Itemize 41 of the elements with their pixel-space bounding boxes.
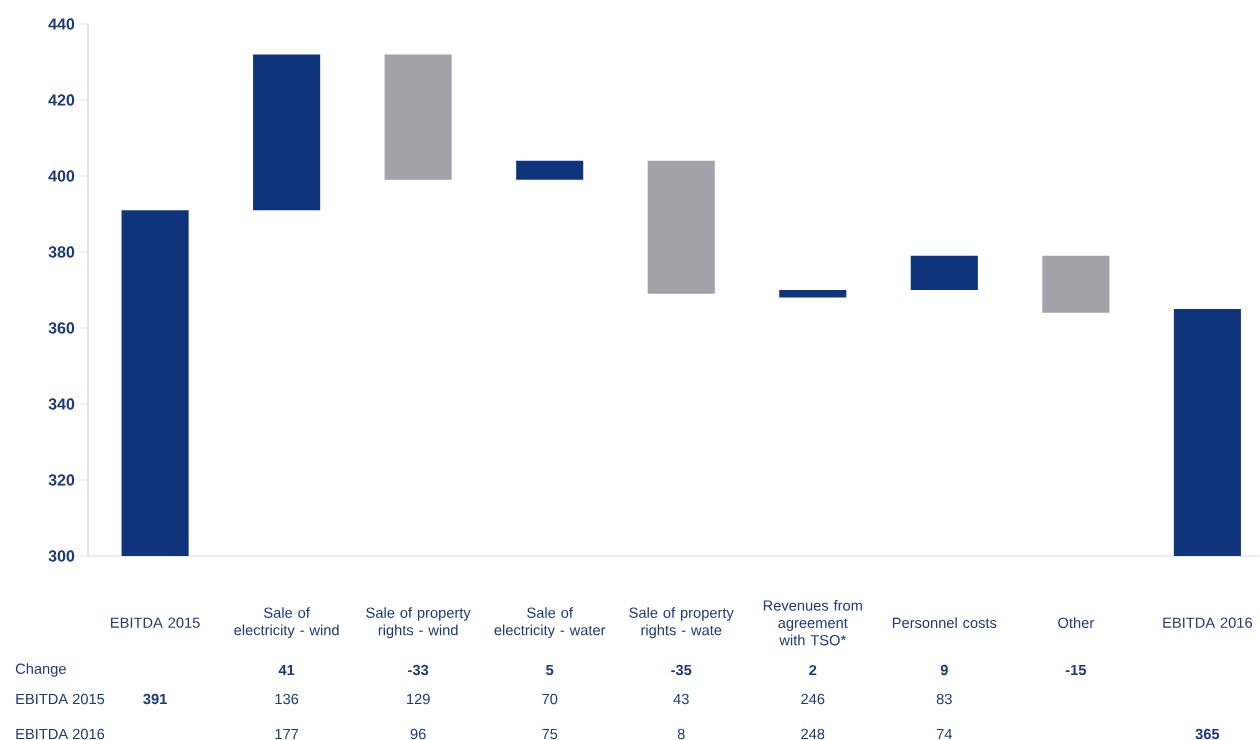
y-tick-label: 420 — [48, 94, 75, 106]
text: 248 — [801, 728, 825, 740]
y-tick-label: 340 — [48, 398, 75, 410]
text: 75 — [542, 728, 558, 740]
text: Change — [15, 663, 66, 677]
y-tick-label: 360 — [48, 322, 75, 334]
text: 365 — [1195, 728, 1220, 740]
text: 391 — [143, 693, 167, 705]
x-tick-label: Sale of electricity - water — [494, 607, 606, 639]
data-label: -35 — [671, 664, 692, 676]
data-label: 9 — [940, 664, 948, 676]
text: 8 — [677, 728, 685, 740]
y-tick-label: 300 — [48, 550, 75, 562]
x-tick-label: Other — [1058, 617, 1094, 629]
text: 83 — [936, 693, 952, 705]
text: 177 — [275, 728, 299, 740]
y-tick-label: 400 — [48, 170, 75, 182]
x-tick-label: EBITDA 2015 — [111, 617, 200, 628]
data-label: 5 — [546, 664, 554, 676]
text: 74 — [936, 728, 953, 740]
y-tick-label: 380 — [48, 246, 75, 258]
x-tick-label: EBITDA 2016 — [1163, 617, 1252, 628]
text: EBITDA 2016 — [16, 728, 105, 740]
x-tick-label: Sale of property rights - wind — [366, 607, 471, 639]
text: EBITDA 2015 — [16, 693, 105, 705]
x-tick-label: Sale of electricity - wind — [234, 607, 339, 639]
text: 136 — [275, 693, 299, 705]
x-tick-label: Revenues from agreement with TSO* — [763, 599, 862, 646]
y-tick-label: 440 — [48, 18, 75, 30]
data-label: -15 — [1065, 664, 1087, 676]
data-label: -33 — [408, 664, 429, 676]
x-tick-label: Sale of property rights - wate — [629, 607, 734, 639]
text: 96 — [410, 728, 426, 740]
text: 70 — [542, 693, 558, 705]
text: 246 — [801, 693, 825, 705]
y-tick-label: 320 — [48, 474, 75, 486]
text: 43 — [673, 693, 689, 705]
x-tick-label: Personnel costs — [892, 617, 997, 629]
text: 129 — [407, 693, 430, 705]
data-label: 41 — [278, 664, 295, 676]
data-label: 2 — [809, 664, 817, 676]
